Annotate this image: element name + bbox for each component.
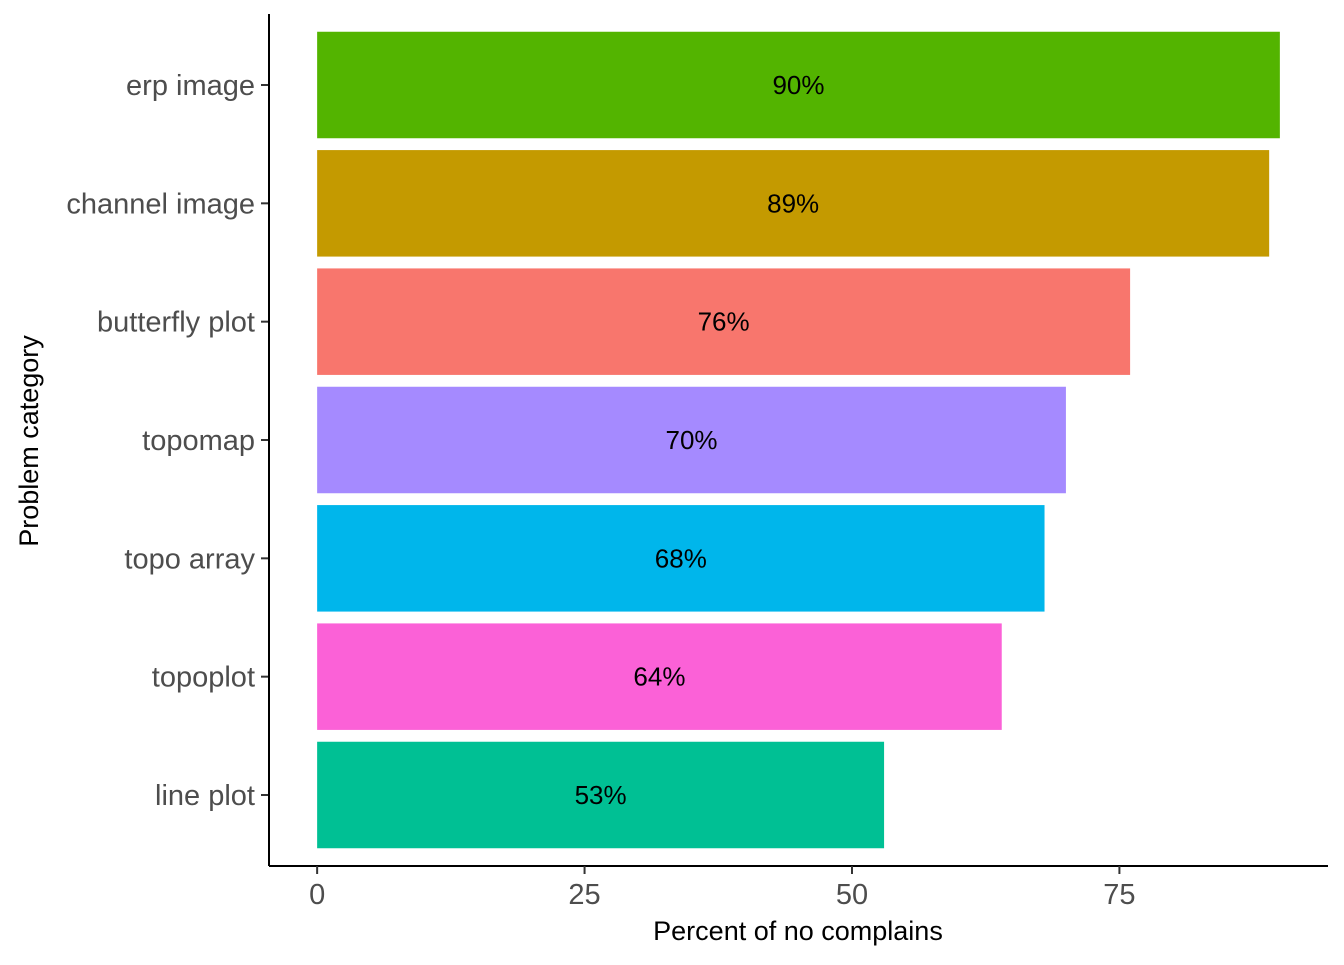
y-tick-label-channel-image: channel image [66, 188, 255, 220]
x-tick-label-0: 0 [309, 879, 325, 911]
bar-topomap [317, 386, 1066, 494]
y-tick-label-erp-image: erp image [126, 70, 255, 102]
bar-topo-array [317, 505, 1045, 612]
x-tick-label-50: 50 [836, 879, 868, 911]
bar-erp-image [317, 31, 1280, 139]
bars-layer [317, 31, 1280, 849]
bar-channel-image [317, 150, 1270, 257]
bar-topoplot [317, 623, 1002, 730]
bar-label-channel-image: 89% [767, 188, 819, 218]
bar-label-topo-array: 68% [655, 543, 707, 573]
x-tick-label-25: 25 [568, 879, 600, 911]
y-tick-label-topomap: topomap [142, 425, 255, 457]
bar-label-butterfly-plot: 76% [698, 307, 750, 337]
y-tick-label-line-plot: line plot [155, 780, 255, 812]
bar-label-line-plot: 53% [575, 780, 627, 810]
y-tick-label-topoplot: topoplot [152, 662, 255, 694]
y-tick-label-topo-array: topo array [124, 543, 255, 575]
bar-butterfly-plot [317, 268, 1131, 375]
bar-label-topoplot: 64% [633, 662, 685, 692]
y-axis-title: Problem category [14, 335, 44, 547]
bar-label-erp-image: 90% [772, 70, 824, 100]
x-axis-title: Percent of no complains [653, 916, 943, 946]
x-axis: 0 25 50 75 [269, 865, 1328, 911]
bar-label-topomap: 70% [666, 425, 718, 455]
y-tick-label-butterfly-plot: butterfly plot [97, 307, 255, 339]
bar-labels-layer: 53% 64% 68% 70% 76% 89% 90% [575, 70, 825, 810]
x-tick-label-75: 75 [1103, 879, 1135, 911]
bar-line-plot [317, 741, 885, 849]
y-axis: line plot topoplot topo array topomap butter… [66, 14, 270, 866]
